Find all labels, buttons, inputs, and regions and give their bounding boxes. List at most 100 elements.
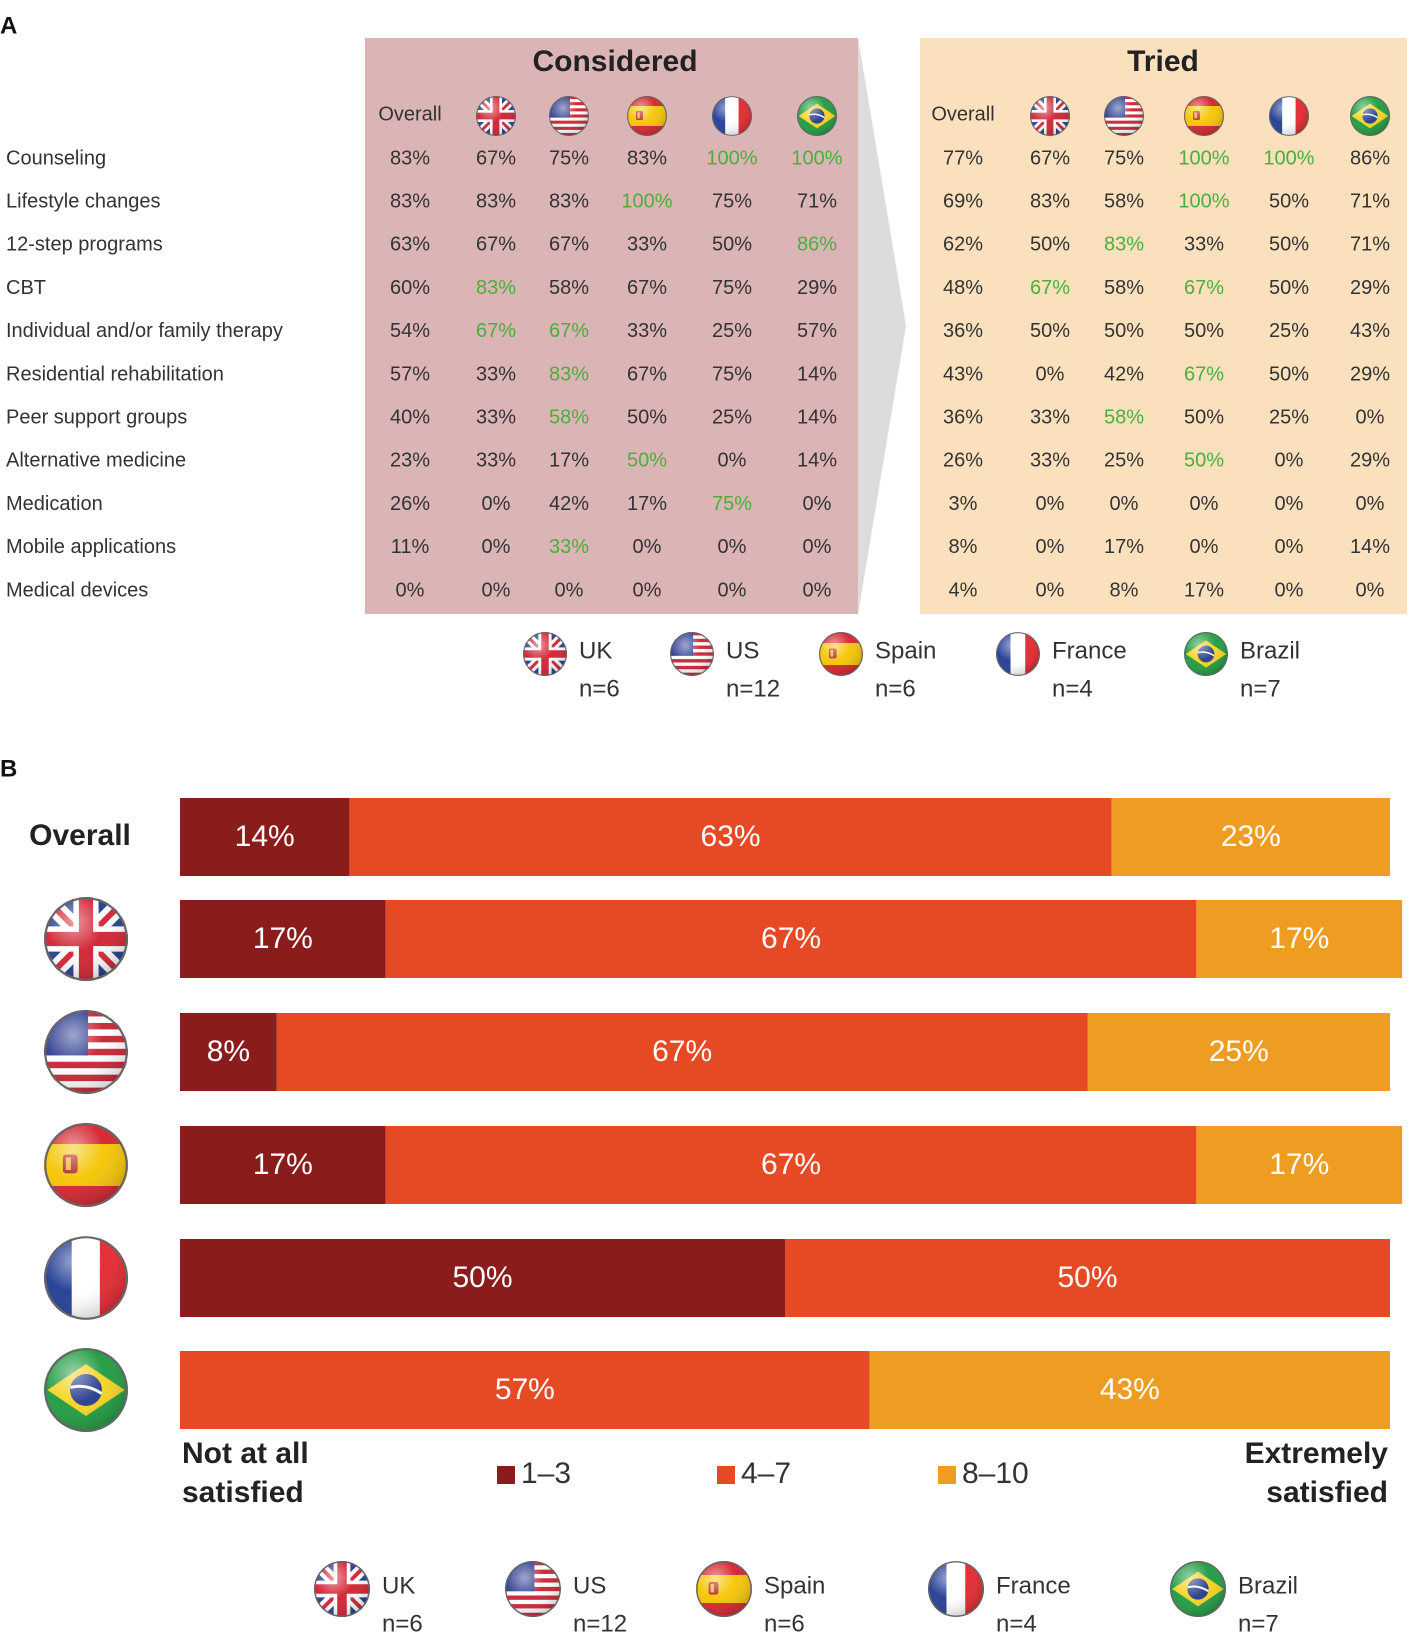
table-cell: 42%: [1104, 363, 1144, 385]
table-cell: 14%: [797, 363, 837, 385]
column-header-overall: Overall: [931, 103, 994, 125]
table-cell: 0%: [1275, 493, 1304, 515]
table-cell: 83%: [627, 147, 667, 169]
table-cell: 0%: [1036, 363, 1065, 385]
table-cell: 83%: [390, 190, 430, 212]
table-cell: 0%: [1190, 536, 1219, 558]
legend-item-us: US n=12: [505, 1561, 627, 1637]
table-cell: 83%: [549, 190, 589, 212]
table-cell: 75%: [712, 277, 752, 299]
table-cell: 60%: [390, 277, 430, 299]
axis-right-label: Extremely: [1245, 1437, 1389, 1470]
table-cell: 57%: [390, 363, 430, 385]
row-label: Medication: [6, 493, 103, 515]
panel-title: Considered: [532, 45, 697, 78]
table-cell: 83%: [1030, 190, 1070, 212]
table-cell: 50%: [1184, 320, 1224, 342]
legend-country-name: Spain: [875, 637, 936, 664]
table-cell: 83%: [390, 147, 430, 169]
table-cell: 77%: [943, 147, 983, 169]
table-cell: 50%: [1104, 320, 1144, 342]
table-cell: 14%: [1350, 536, 1390, 558]
table-cell: 0%: [718, 536, 747, 558]
legend-sample-size: n=12: [573, 1610, 627, 1637]
score-legend-item: 1–3: [497, 1457, 571, 1490]
table-cell: 100%: [621, 190, 672, 212]
table-cell: 48%: [943, 277, 983, 299]
table-cell: 0%: [1190, 493, 1219, 515]
table-cell: 17%: [627, 493, 667, 515]
table-cell: 0%: [803, 536, 832, 558]
table-cell: 83%: [1104, 234, 1144, 256]
legend-item-spain: Spain n=6: [819, 632, 936, 702]
bar-segment-1: [385, 1126, 1197, 1204]
legend-country-name: Spain: [764, 1572, 825, 1599]
table-cell: 75%: [549, 147, 589, 169]
row-label: Individual and/or family therapy: [6, 320, 283, 342]
legend-item-uk: UK n=6: [314, 1561, 423, 1637]
table-cell: 58%: [549, 406, 589, 428]
bar-data-label: 17%: [1269, 922, 1329, 955]
row-label: Residential rehabilitation: [6, 363, 224, 385]
bar-data-label: 67%: [761, 1148, 821, 1181]
legend-country-name: US: [573, 1572, 606, 1599]
row-label: CBT: [6, 277, 46, 299]
bar-row-overall: Overall 14% 63% 23%: [29, 798, 1390, 876]
table-cell: 0%: [1036, 493, 1065, 515]
france-flag-icon: [928, 1561, 984, 1617]
bar-segment-2: [1196, 900, 1403, 978]
score-legend-item: 4–7: [717, 1457, 791, 1490]
table-cell: 50%: [1269, 363, 1309, 385]
brazil-flag-icon: [1350, 96, 1390, 136]
legend-country-name: Brazil: [1240, 637, 1300, 664]
table-cell: 75%: [712, 190, 752, 212]
axis-right-label: satisfied: [1266, 1476, 1388, 1509]
bar-data-label: 14%: [235, 820, 295, 853]
bar-category-label: Overall: [29, 819, 131, 852]
table-cell: 42%: [549, 493, 589, 515]
legend-country-name: Brazil: [1238, 1572, 1298, 1599]
uk-flag-icon: [523, 632, 567, 676]
table-cell: 75%: [1104, 147, 1144, 169]
france-flag-icon: [44, 1236, 128, 1320]
bar-row-brazil: 57% 43%: [44, 1348, 1390, 1432]
table-cell: 0%: [803, 493, 832, 515]
bar-data-label: 50%: [1057, 1261, 1117, 1294]
table-cell: 67%: [476, 234, 516, 256]
legend-item-brazil: Brazil n=7: [1170, 1561, 1298, 1637]
table-cell: 69%: [943, 190, 983, 212]
brazil-flag-icon: [44, 1348, 128, 1432]
table-cell: 33%: [476, 363, 516, 385]
bar-segment-2: [1196, 1126, 1403, 1204]
table-cell: 67%: [549, 234, 589, 256]
table-cell: 29%: [1350, 277, 1390, 299]
legend-country-name: UK: [579, 637, 612, 664]
table-cell: 0%: [633, 536, 662, 558]
table-panel-considered: Considered Overall 83% 67% 75% 83% 100% 100% 83%…: [365, 38, 858, 614]
bar-data-label: 43%: [1100, 1373, 1160, 1406]
bar-segment-1: [385, 900, 1197, 978]
legend-sample-size: n=4: [1052, 675, 1093, 702]
bar-data-label: 63%: [701, 820, 761, 853]
bar-row-us: 8% 67% 25%: [44, 1010, 1390, 1094]
panel-b: B Overall 14% 63% 23% 17% 67% 17% 8% 67% 25% 17% 67%…: [0, 755, 1403, 1637]
table-cell: 17%: [1184, 579, 1224, 601]
bar-data-label: 67%: [652, 1035, 712, 1068]
table-cell: 25%: [712, 406, 752, 428]
table-cell: 0%: [482, 536, 511, 558]
table-cell: 25%: [712, 320, 752, 342]
bar-data-label: 17%: [1269, 1148, 1329, 1181]
table-cell: 17%: [549, 450, 589, 472]
legend-item-spain: Spain n=6: [696, 1561, 825, 1637]
bar-segment-0: [180, 1013, 277, 1091]
column-header-overall: Overall: [378, 103, 441, 125]
table-cell: 83%: [476, 277, 516, 299]
brazil-flag-icon: [797, 96, 837, 136]
legend-country-name: France: [1052, 637, 1127, 664]
bar-data-label: 23%: [1221, 820, 1281, 853]
row-label: Peer support groups: [6, 406, 187, 428]
legend-sample-size: n=12: [726, 675, 780, 702]
bar-data-label: 8%: [207, 1035, 250, 1068]
table-cell: 67%: [627, 277, 667, 299]
bar-segment-1: [785, 1239, 1390, 1317]
